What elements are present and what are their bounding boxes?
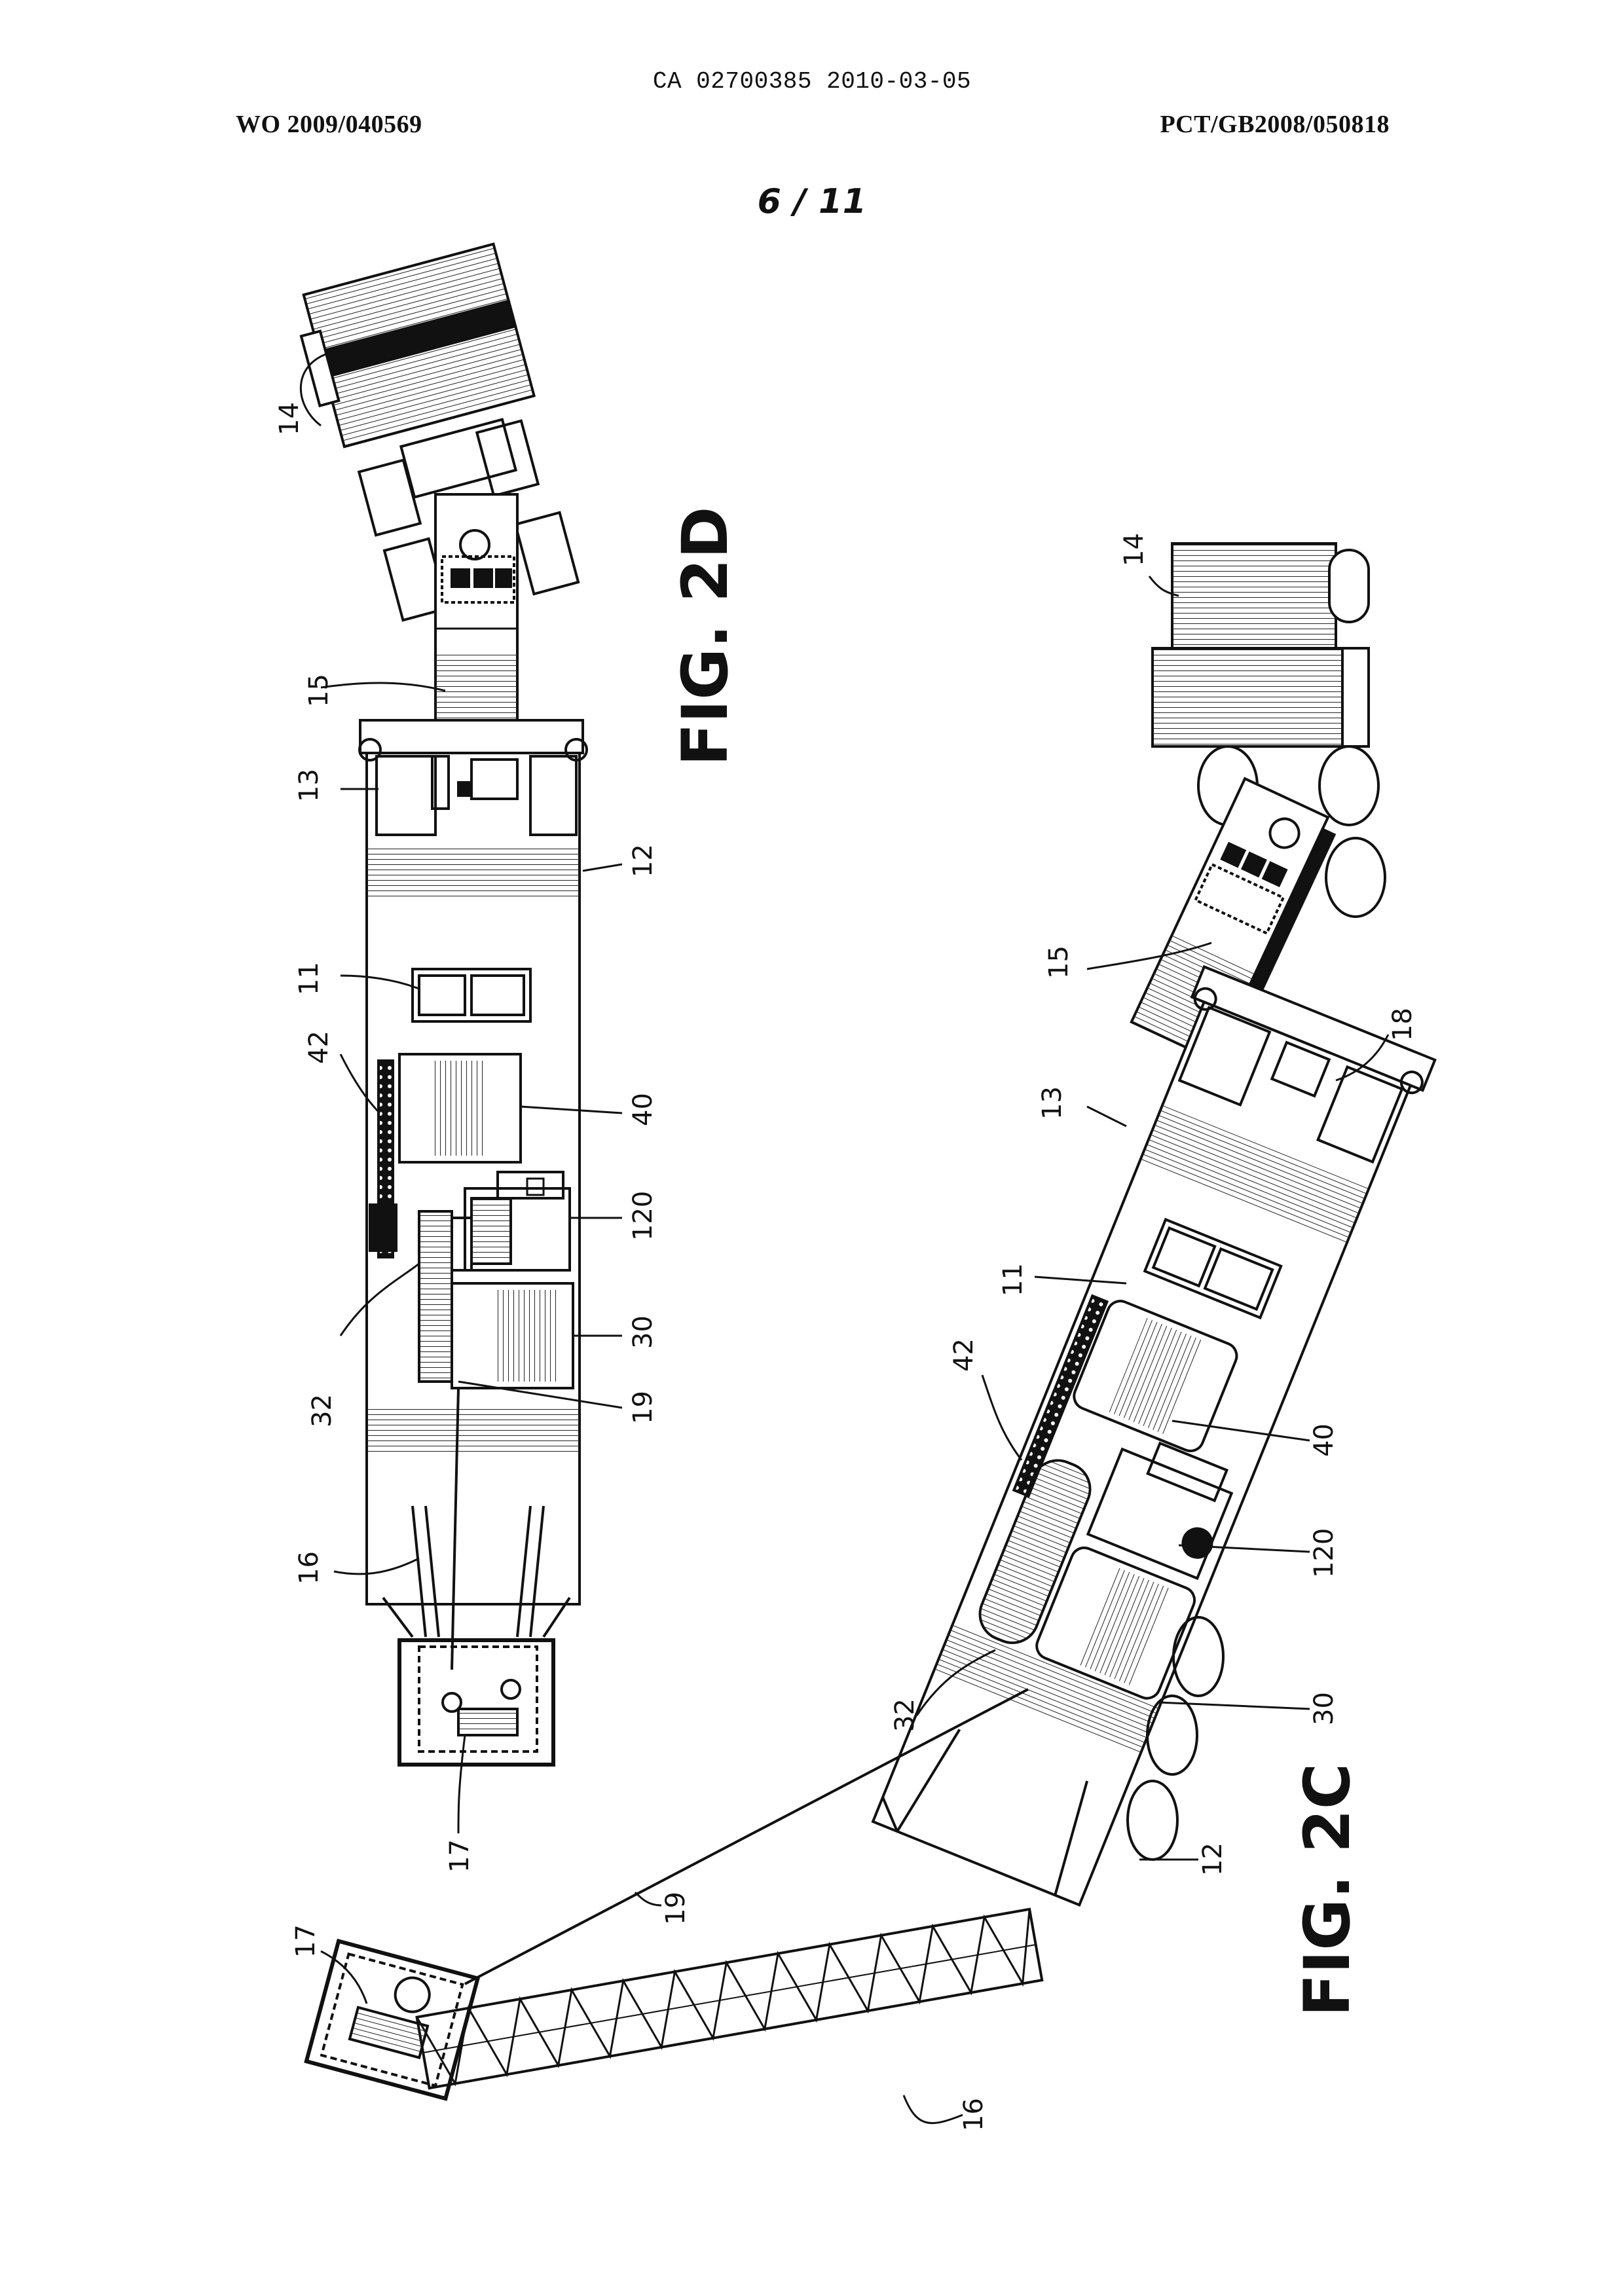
fig2d-label-14: 14 (274, 402, 304, 435)
fig2d-label-120: 120 (628, 1191, 658, 1241)
fig2c-label-16: 16 (959, 2098, 989, 2131)
fig2c-label-18: 18 (1388, 1008, 1418, 1041)
fig2c-label-30: 30 (1309, 1692, 1339, 1725)
fig2d-label-12: 12 (628, 844, 658, 877)
fig2c-title: FIG. 2C (1291, 1763, 1364, 2017)
fig2c-boom (417, 1909, 1043, 2088)
fig2d-label-16: 16 (294, 1551, 324, 1585)
fig2d-title: FIG. 2D (669, 507, 742, 766)
fig2c-label-13: 13 (1037, 1086, 1067, 1120)
fig2c-label-40: 40 (1309, 1423, 1339, 1457)
fig2d-cab (291, 244, 534, 450)
fig2d-gooseneck (435, 494, 517, 737)
fig2c-label-15: 15 (1044, 945, 1074, 979)
fig2d-label-17: 17 (445, 1839, 475, 1873)
fig2c-label-17: 17 (291, 1924, 321, 1958)
fig2c-cab (1153, 543, 1369, 746)
fig2c-label-32: 32 (890, 1698, 920, 1732)
figure-2d (291, 244, 622, 1833)
fig2c-label-11: 11 (998, 1263, 1028, 1296)
fig2d-label-15: 15 (304, 674, 334, 707)
fig2d-label-13: 13 (294, 769, 324, 802)
fig2d-label-32: 32 (307, 1394, 337, 1427)
fig2c-label-19: 19 (661, 1892, 691, 1925)
fig2c-label-14: 14 (1119, 533, 1149, 566)
fig2d-label-30: 30 (628, 1315, 658, 1349)
fig2d-label-11: 11 (294, 962, 324, 995)
fig2d-trailer-deck (360, 720, 587, 1765)
fig2d-label-42: 42 (304, 1031, 334, 1064)
fig2d-label-19: 19 (628, 1391, 658, 1424)
fig2d-label-40: 40 (628, 1093, 658, 1126)
fig2c-label-12: 12 (1198, 1843, 1228, 1876)
fig2c-label-42: 42 (949, 1338, 979, 1372)
fig2c-label-120: 120 (1309, 1528, 1339, 1578)
